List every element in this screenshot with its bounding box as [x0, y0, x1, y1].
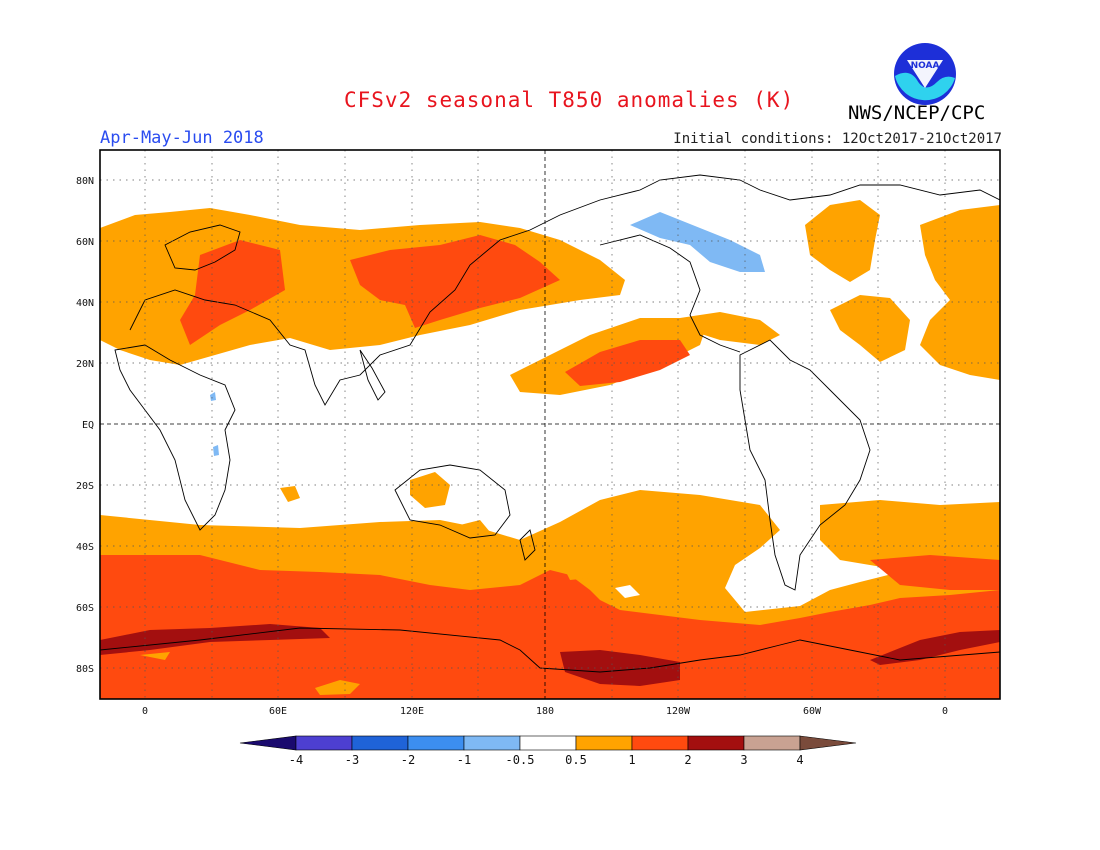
colorbar-swatch	[519, 735, 577, 751]
colorbar-swatch	[575, 735, 633, 751]
colorbar-swatch	[631, 735, 689, 751]
lon-label: 60W	[803, 706, 822, 717]
lat-label: 20N	[76, 359, 94, 370]
lat-label: 80S	[76, 664, 94, 675]
initial-conditions: Initial conditions: 12Oct2017-21Oct2017	[673, 131, 1002, 147]
svg-text:NOAA: NOAA	[911, 61, 940, 71]
colorbar-swatch	[407, 735, 465, 751]
lat-label: 80N	[76, 176, 94, 187]
lon-label: 60E	[269, 706, 287, 717]
lon-label: 180	[536, 706, 554, 717]
forecast-period: Apr-May-Jun 2018	[100, 128, 264, 148]
lat-label: 20S	[76, 481, 94, 492]
colorbar-swatch	[351, 735, 409, 751]
colorbar-swatch	[743, 735, 801, 751]
colorbar-label: -3	[345, 753, 359, 767]
colorbar-label: -4	[289, 753, 303, 767]
lat-label: 40N	[76, 298, 94, 309]
colorbar-swatch	[463, 735, 521, 751]
lat-label: 60N	[76, 237, 94, 248]
colorbar-label: 1	[628, 753, 635, 767]
lat-label: 40S	[76, 542, 94, 553]
colorbar-arrow-low	[239, 735, 297, 751]
lat-label: 60S	[76, 603, 94, 614]
colorbar-arrow-high	[799, 735, 857, 751]
lon-label: 120E	[400, 706, 424, 717]
colorbar-label: -2	[401, 753, 415, 767]
lon-label: 0	[942, 706, 948, 717]
lat-lon-grid	[100, 150, 1000, 699]
lon-label: 120W	[666, 706, 691, 717]
colorbar-label: -1	[457, 753, 471, 767]
lon-label: 0	[142, 706, 148, 717]
agency-label: NWS/NCEP/CPC	[848, 102, 986, 124]
colorbar-swatch	[687, 735, 745, 751]
map-title: CFSv2 seasonal T850 anomalies (K)	[344, 88, 795, 112]
colorbar-label: 0.5	[565, 753, 587, 767]
colorbar-label: -0.5	[506, 753, 535, 767]
colorbar-swatch	[295, 735, 353, 751]
map-frame	[99, 149, 1001, 700]
noaa-logo: NOAA	[894, 43, 956, 105]
cool-anomaly-layer	[210, 212, 765, 456]
colorbar: -4 -3 -2 -1 -0.5 0.5 1 2 3 4	[239, 735, 857, 767]
colorbar-label: 3	[740, 753, 747, 767]
colorbar-label: 4	[796, 753, 803, 767]
colorbar-label: 2	[684, 753, 691, 767]
coastlines	[100, 174, 1000, 673]
lat-label: EQ	[82, 420, 94, 431]
